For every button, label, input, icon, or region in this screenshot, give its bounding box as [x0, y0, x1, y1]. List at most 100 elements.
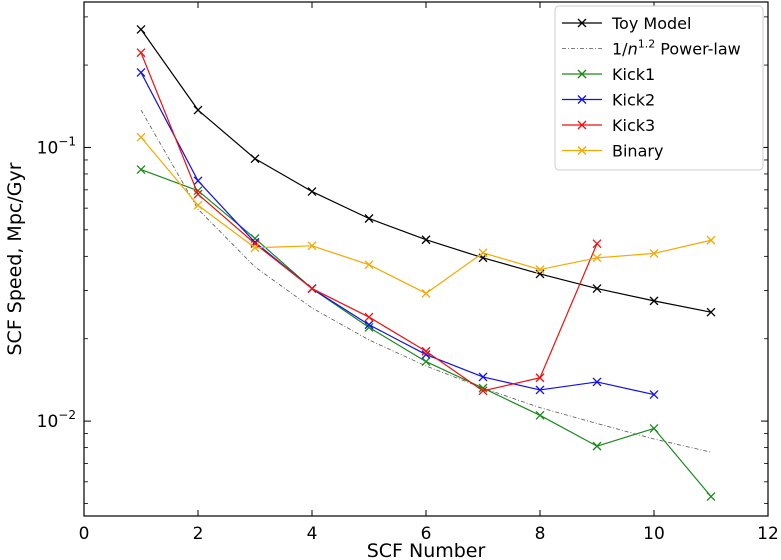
- series-1-point-stroke-b: [592, 284, 602, 294]
- legend-marker-stroke-b: [577, 69, 587, 79]
- series-6-point: [706, 235, 716, 245]
- y-tick-label: 10−2: [37, 408, 76, 432]
- series-4-point-stroke-b: [193, 176, 203, 186]
- series-1-point-stroke-b: [421, 235, 431, 245]
- series-4-point-stroke-b: [364, 320, 374, 330]
- series-3-point: [592, 441, 602, 451]
- legend-marker: [577, 69, 587, 79]
- series-6-point-stroke-b: [364, 260, 374, 270]
- series-6-point-stroke-b: [421, 288, 431, 298]
- series-1-point-stroke-b: [250, 154, 260, 164]
- series-1-point-stroke-b: [307, 187, 317, 197]
- series-1-point: [649, 296, 659, 306]
- series-6-point: [478, 248, 488, 258]
- series-3-point-stroke-b: [364, 322, 374, 332]
- x-tick-label: 10: [643, 524, 665, 544]
- legend-marker-stroke-b: [577, 18, 587, 28]
- series-1-point: [592, 284, 602, 294]
- series-2-line: [140, 109, 712, 453]
- series-5-point: [364, 312, 374, 322]
- legend-marker: [577, 120, 587, 130]
- series-1-point: [421, 235, 431, 245]
- series-6-point-stroke-b: [250, 243, 260, 253]
- y-axis-label: SCF Speed, Mpc/Gyr: [4, 162, 26, 355]
- series-4-point: [136, 67, 146, 77]
- legend-marker: [577, 95, 587, 104]
- series-5-point: [478, 386, 488, 396]
- series-3-point-stroke-b: [478, 383, 488, 393]
- axis-ticks: 0 2 4 6 8 10 12 10−2 10−1: [37, 2, 779, 544]
- series-3-point-stroke-b: [193, 186, 203, 196]
- series-1-point: [250, 154, 260, 164]
- series-3-point: [364, 322, 374, 332]
- series-2: [140, 109, 712, 453]
- series-4-point-stroke-b: [136, 67, 146, 77]
- legend-entry-5: Kick3: [562, 116, 655, 135]
- series-1-point-stroke-b: [535, 269, 545, 279]
- series-6-point-stroke-b: [136, 132, 146, 142]
- series-5-point: [193, 189, 203, 199]
- x-tick-label: 8: [535, 524, 546, 544]
- series-3-point: [136, 165, 146, 175]
- series-4-point-stroke-b: [478, 372, 488, 382]
- series-6-point: [250, 243, 260, 253]
- series-5-point-stroke-b: [364, 312, 374, 322]
- legend-marker-stroke-b: [577, 120, 587, 130]
- plot-content: [136, 24, 716, 502]
- series-1-point-stroke-b: [193, 105, 203, 115]
- series-5-point-stroke-b: [535, 373, 545, 383]
- legend-entry-3: Kick1: [562, 65, 655, 84]
- series-6-point: [364, 260, 374, 270]
- x-tick-label: 12: [757, 524, 779, 544]
- series-4: [136, 67, 659, 400]
- legend-entry-1: Toy Model: [562, 14, 691, 33]
- series-4-point: [592, 377, 602, 387]
- series-1-point-stroke-b: [364, 214, 374, 223]
- series-5-point-stroke-b: [478, 386, 488, 396]
- series-3-point: [649, 423, 659, 433]
- series-6-point-stroke-b: [478, 248, 488, 258]
- x-tick-label: 4: [307, 524, 318, 544]
- legend: Toy Model 1/n1.2 Power-law Kick1 Kick2 Kick3…: [554, 5, 764, 171]
- series-6-point-stroke-b: [706, 235, 716, 245]
- legend-marker-stroke-b: [577, 95, 587, 104]
- series-1-point: [364, 214, 374, 223]
- series-1-point: [535, 269, 545, 279]
- series-6-point: [307, 241, 317, 251]
- series-6-point: [649, 248, 659, 258]
- series-4-point: [649, 390, 659, 400]
- series-5-point: [250, 239, 260, 249]
- series-5-line: [140, 52, 598, 392]
- series-5-point: [307, 284, 317, 294]
- x-tick-label: 6: [421, 524, 432, 544]
- legend-marker: [577, 18, 587, 28]
- legend-marker: [577, 146, 587, 155]
- legend-label: Kick3: [612, 116, 655, 135]
- series-3-point-stroke-b: [136, 165, 146, 175]
- series-1-point-stroke-b: [706, 307, 716, 317]
- series-1-point: [706, 307, 716, 317]
- y-tick-label: 10−1: [37, 134, 76, 158]
- series-6-point: [136, 132, 146, 142]
- series-5-point-stroke-b: [592, 239, 602, 249]
- series-3-point-stroke-b: [649, 423, 659, 433]
- series-4-point: [478, 372, 488, 382]
- series-1-point: [307, 187, 317, 197]
- legend-entry-2: 1/n1.2 Power-law: [562, 38, 741, 59]
- x-tick-label: 2: [193, 524, 204, 544]
- series-4-point-stroke-b: [421, 350, 431, 360]
- series-6-point-stroke-b: [307, 241, 317, 251]
- series-5-point: [592, 239, 602, 249]
- legend-label: 1/n1.2 Power-law: [612, 38, 741, 59]
- series-6-point: [421, 288, 431, 298]
- series-3-point: [535, 410, 545, 420]
- series-1-point: [193, 105, 203, 115]
- series-4-point: [421, 350, 431, 360]
- legend-label: Kick2: [612, 91, 655, 110]
- series-5-point: [535, 373, 545, 383]
- series-3-point: [421, 357, 431, 367]
- series-6-point-stroke-b: [592, 253, 602, 263]
- series-1: [136, 24, 716, 317]
- series-6-point-stroke-b: [193, 200, 203, 210]
- legend-label: Toy Model: [611, 14, 691, 33]
